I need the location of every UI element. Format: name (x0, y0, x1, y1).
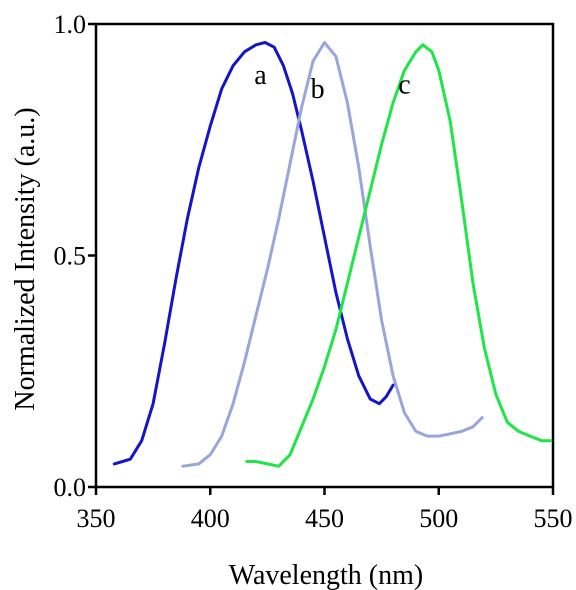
series-a-line (112, 41, 395, 466)
y-tick-label: 1.0 (54, 10, 87, 39)
curve-label-b: b (311, 74, 325, 105)
series-c-line (245, 43, 553, 468)
series-layer (112, 41, 553, 468)
x-tick-label: 400 (191, 504, 230, 533)
curve-labels: a b c (254, 60, 410, 105)
x-axis-title: Wavelength (nm) (229, 560, 423, 590)
x-tick-label: 350 (77, 504, 116, 533)
x-tick-label: 500 (419, 504, 458, 533)
y-axis-ticks: 0.0 0.5 1.0 (54, 10, 96, 502)
series-b-line (181, 41, 484, 468)
y-tick-label: 0.5 (54, 242, 87, 271)
x-tick-label: 450 (305, 504, 344, 533)
curve-label-c: c (398, 69, 410, 100)
x-tick-label: 550 (534, 504, 573, 533)
y-axis-title: Normalized Intensity (a.u.) (10, 107, 41, 410)
x-axis-ticks: 350 400 450 500 550 (77, 487, 573, 533)
y-tick-label: 0.0 (54, 473, 87, 502)
curve-label-a: a (254, 60, 267, 91)
